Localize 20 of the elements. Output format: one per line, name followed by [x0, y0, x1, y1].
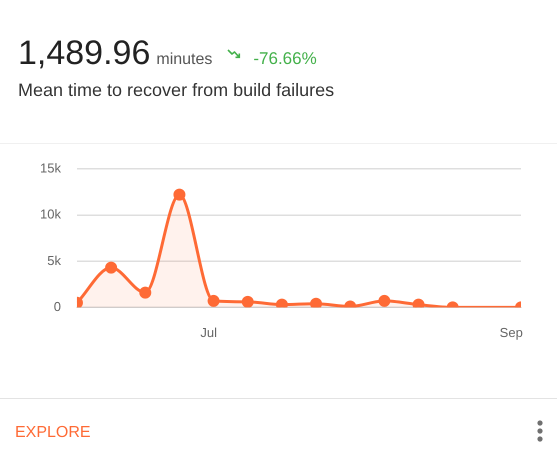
x-tick-label: Jul	[200, 324, 218, 340]
point	[310, 298, 322, 308]
text: minutes	[156, 51, 212, 69]
point	[105, 262, 118, 274]
point	[276, 298, 288, 308]
point	[412, 298, 425, 308]
chart-title: 1,489.96	[18, 34, 150, 73]
point	[139, 286, 152, 299]
point	[378, 294, 390, 307]
y-tick-label: 10k	[40, 206, 62, 222]
y-tick-label: 5k	[47, 252, 62, 268]
point	[173, 188, 186, 201]
y-tick-label: 0	[54, 298, 61, 314]
chart-subtitle: Mean time to recover from build failures	[18, 80, 334, 101]
point	[208, 294, 220, 307]
point	[242, 296, 254, 308]
y-tick-label: 15k	[40, 160, 62, 176]
text: -76.66%	[253, 49, 317, 69]
text: EXPLORE	[15, 424, 91, 442]
x-tick-label: Sep	[500, 324, 523, 340]
